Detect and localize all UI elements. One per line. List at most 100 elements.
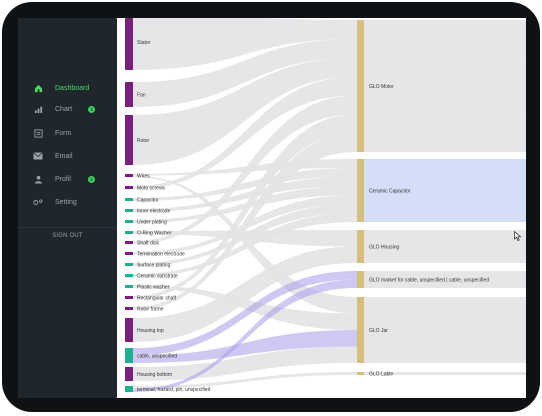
notification-badge: 2 [88,105,95,113]
target-node-glo-jar[interactable] [357,297,364,363]
target-node-label: GLO Jar [369,328,388,334]
sankey-link[interactable] [133,279,357,393]
source-node-fan[interactable] [125,82,133,107]
sidebar-item-setting[interactable]: Setting [18,193,117,211]
source-node-label: Termination electrode [137,251,185,257]
sidebar-item-label: Setting [55,198,77,206]
source-node-label: Inner electrode [137,208,171,214]
target-node-label: GLO Motor [369,84,394,90]
source-node-label: Wires [137,173,150,179]
sankey-link[interactable] [133,285,357,330]
sankey-link-outflow [357,313,526,330]
bar-chart-icon [33,104,43,114]
source-node-under-plating[interactable] [125,220,133,223]
sankey-link-outflow [357,76,526,96]
sankey-labels: Stator Fan Rotor Wires Moto screws Capacitor I… [137,40,489,393]
sankey-link[interactable] [133,213,357,277]
sankey-link[interactable] [133,57,357,165]
source-node-capacitor[interactable] [125,198,133,201]
sankey-link[interactable] [133,95,357,244]
sankey-link[interactable] [133,330,357,363]
sidebar-divider [18,227,117,228]
sankey-link[interactable] [133,114,357,300]
source-node-label: Stator [137,40,151,46]
highlighted-target-band [364,159,526,222]
source-node-stator[interactable] [125,18,133,70]
sankey-nodes [125,18,364,392]
sankey-link-outflow [357,230,526,247]
source-node-termination-electrode[interactable] [125,252,133,255]
sidebar-item-label: Dashboard [55,84,90,92]
source-node-terminal-hazard-pin-unspecified[interactable] [125,386,133,392]
target-node-glo-housing[interactable] [357,230,364,263]
target-node-glo-motor[interactable] [357,20,364,152]
source-node-rectangular-shaft[interactable] [125,296,133,299]
settings-icon [33,197,43,207]
sankey-link-outflow [357,246,526,263]
source-node-housing-top[interactable] [125,318,133,342]
source-node-surface-plating[interactable] [125,263,133,266]
target-node-label: Ceramic Capacitor [369,188,411,194]
sankey-link-outflow [357,114,526,134]
sankey-link-outflow [357,271,526,280]
sankey-link[interactable] [133,271,357,356]
sankey-link[interactable] [133,372,357,389]
target-node-glo-lable[interactable] [357,372,364,375]
sidebar-item-label: Chart [55,105,73,113]
sankey-link[interactable] [133,177,357,212]
sankey-link[interactable] [133,168,357,201]
source-node-shaft-disk[interactable] [125,241,133,244]
tablet-frame: Dashboard Chart 2 Form Email [2,2,540,412]
sankey-link[interactable] [133,186,357,223]
sankey-link-outflow [357,133,526,152]
target-node-glo-market-for-cable-unspecified-cable-unspecified[interactable] [357,271,364,288]
source-node-label: Shaft disk [137,240,159,246]
source-node-label: Rotor frame [137,306,164,312]
mouse-cursor-icon [514,231,522,241]
target-node-ceramic-capacitor[interactable] [357,159,364,222]
source-node-moto-screws[interactable] [125,186,133,189]
sidebar: Dashboard Chart 2 Form Email [18,18,117,398]
sidebar-item-email[interactable]: Email [18,147,117,165]
source-node-label: Moto screws [137,185,166,191]
sankey-link[interactable] [133,133,357,310]
source-node-o-ring-washer[interactable] [125,231,133,234]
source-node-ceramic-substrate[interactable] [125,274,133,277]
source-node-rotor[interactable] [125,115,133,165]
source-node-label: Rotor [137,138,150,144]
source-node-label: O-Ring Washer [137,230,172,236]
sidebar-item-chart[interactable]: Chart 2 [18,100,117,118]
email-icon [33,151,43,161]
source-node-inner-electrode[interactable] [125,209,133,212]
sankey-link-outflow [357,38,526,58]
sidebar-item-label: Profil [55,175,71,183]
source-node-label: Fan [137,92,146,98]
sidebar-item-label: Email [55,152,73,160]
sankey-link-outflow [357,297,526,314]
sankey-link[interactable] [133,18,357,70]
source-node-label: Housing top [137,328,164,334]
sankey-link[interactable] [133,204,357,266]
sankey-link[interactable] [133,38,357,107]
sidebar-item-profil[interactable]: Profil 2 [18,170,117,188]
sidebar-item-label: Form [55,129,72,137]
sankey-chart-panel: Stator Fan Rotor Wires Moto screws Capacitor I… [117,18,526,398]
sankey-link[interactable] [133,76,357,189]
sankey-link-outflow [357,346,526,363]
user-icon [33,174,43,184]
sankey-link[interactable] [133,246,357,343]
target-node-label: GLO market for cable, unspecified | cabl… [369,277,489,283]
source-node-plastic-washer[interactable] [125,285,133,288]
sankey-link-outflow [357,57,526,77]
sidebar-item-dashboard[interactable]: Dashboard [18,79,117,97]
source-node-housing-bottom[interactable] [125,367,133,381]
sankey-link[interactable] [133,346,357,382]
source-node-cable-unspecified[interactable] [125,348,133,363]
sidebar-item-form[interactable]: Form [18,124,117,142]
source-node-label: Ceramic substrate [137,273,178,279]
source-node-wires[interactable] [125,174,133,177]
source-node-label: Plastic washer [137,284,170,290]
source-node-rotor-frame[interactable] [125,307,133,310]
form-icon [33,128,43,138]
sign-out-button[interactable]: SIGN OUT [52,233,83,239]
